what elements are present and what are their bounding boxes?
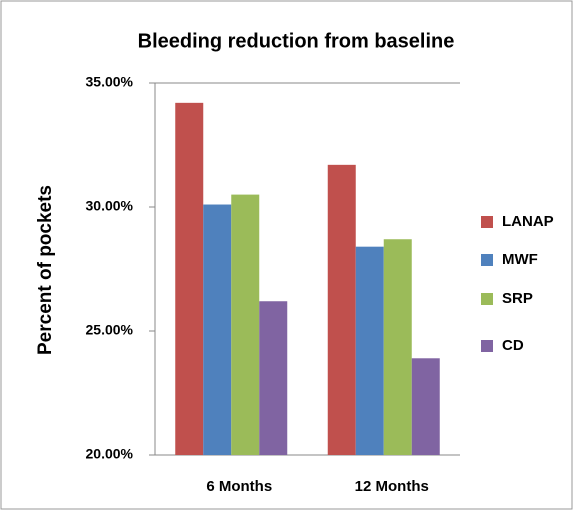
bar bbox=[411, 358, 440, 455]
x-tick-label: 6 Months bbox=[206, 478, 272, 495]
legend-swatch bbox=[481, 293, 493, 305]
legend-label: CD bbox=[502, 337, 524, 354]
y-tick-label: 35.00% bbox=[86, 74, 134, 90]
bar bbox=[259, 301, 288, 455]
bar bbox=[355, 246, 384, 455]
chart-title: Bleeding reduction from baseline bbox=[138, 30, 455, 52]
legend-swatch bbox=[481, 216, 493, 228]
legend-label: SRP bbox=[502, 290, 533, 307]
legend-label: LANAP bbox=[502, 213, 554, 230]
bar bbox=[203, 204, 232, 455]
y-tick-label: 25.00% bbox=[86, 322, 134, 338]
bar bbox=[175, 102, 204, 455]
legend-label: MWF bbox=[502, 251, 538, 268]
x-tick-label: 12 Months bbox=[355, 478, 429, 495]
y-tick-label: 20.00% bbox=[86, 446, 134, 462]
y-tick-label: 30.00% bbox=[86, 198, 134, 214]
legend-swatch bbox=[481, 254, 493, 266]
bar bbox=[231, 194, 260, 455]
bar bbox=[383, 239, 412, 455]
bar bbox=[327, 164, 356, 455]
y-axis-label: Percent of pockets bbox=[35, 185, 56, 355]
legend-swatch bbox=[481, 340, 493, 352]
